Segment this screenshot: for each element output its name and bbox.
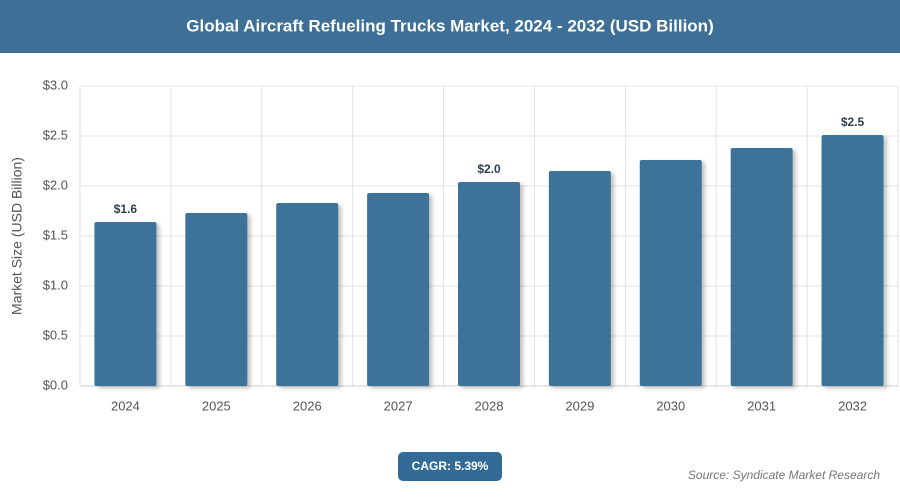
source-note: Source: Syndicate Market Research <box>688 468 880 482</box>
bar <box>458 182 520 386</box>
y-tick-label: $3.0 <box>43 77 68 92</box>
x-tick-label: 2027 <box>384 398 413 413</box>
value-label: $1.6 <box>114 202 138 216</box>
bar <box>276 203 339 386</box>
y-tick-label: $1.5 <box>43 227 68 242</box>
x-tick-label: 2029 <box>565 398 594 413</box>
bar <box>548 171 611 386</box>
chart-title: Global Aircraft Refueling Trucks Market,… <box>186 16 713 35</box>
value-label: $2.5 <box>841 115 865 129</box>
x-tick-label: 2025 <box>202 398 231 413</box>
x-tick-label: 2026 <box>293 398 322 413</box>
cagr-badge <box>398 452 502 481</box>
bar <box>821 135 884 386</box>
x-tick-label: 2030 <box>656 398 685 413</box>
value-label: $2.0 <box>477 162 501 176</box>
bar <box>730 148 793 386</box>
bar <box>185 213 248 386</box>
y-axis-label: Market Size (USD Billion) <box>9 157 25 315</box>
y-tick-label: $0.5 <box>43 327 68 342</box>
x-tick-label: 2028 <box>475 398 504 413</box>
bar <box>367 193 430 386</box>
header-bar <box>0 0 900 53</box>
x-tick-label: 2032 <box>838 398 867 413</box>
y-tick-label: $2.5 <box>43 127 68 142</box>
cagr-label: CAGR: 5.39% <box>412 459 489 473</box>
x-tick-label: 2031 <box>747 398 776 413</box>
x-tick-label: 2024 <box>111 398 140 413</box>
y-tick-label: $1.0 <box>43 277 68 292</box>
bar <box>94 222 157 386</box>
y-tick-label: $0.0 <box>43 377 68 392</box>
y-tick-label: $2.0 <box>43 177 68 192</box>
bar <box>639 160 702 386</box>
